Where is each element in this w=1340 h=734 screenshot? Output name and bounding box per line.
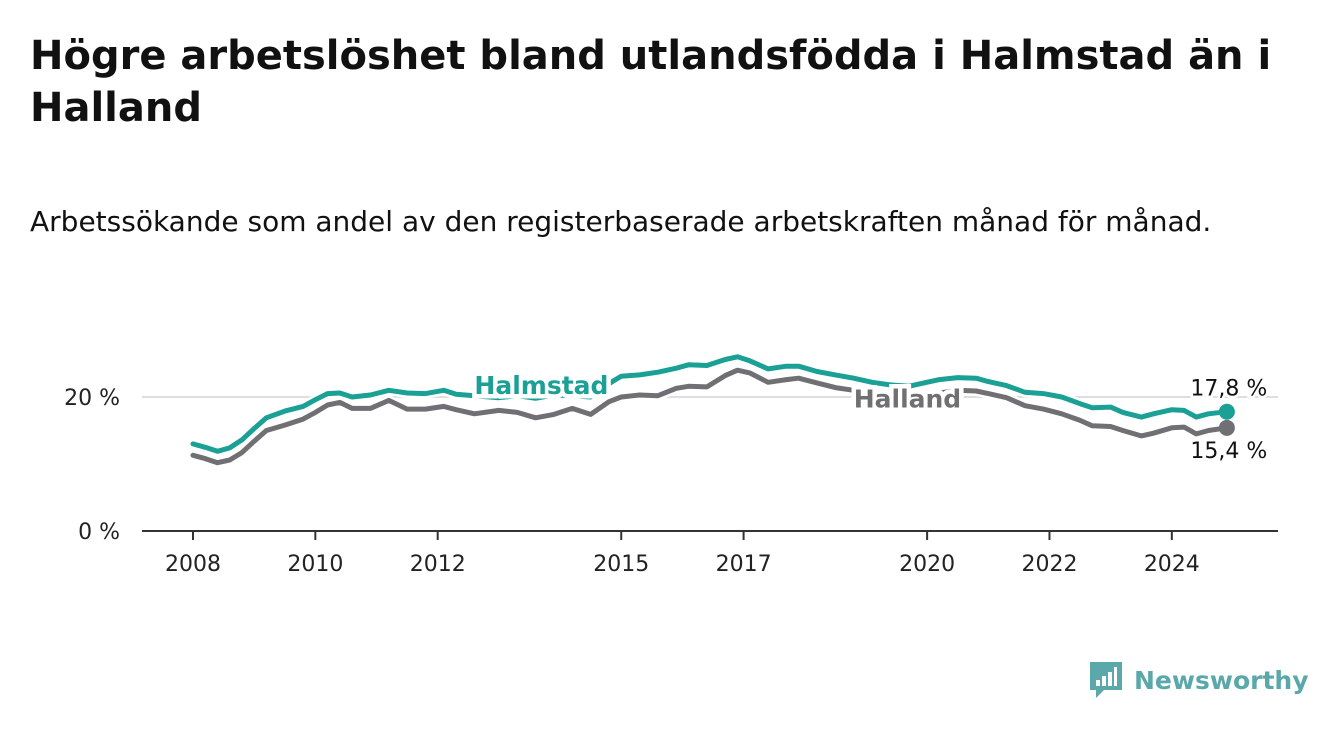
y-tick-label: 0 %	[78, 520, 120, 545]
x-tick-label: 2010	[287, 552, 343, 577]
x-tick-label: 2020	[899, 552, 955, 577]
x-tick-label: 2008	[165, 552, 221, 577]
newsworthy-brand[interactable]: Newsworthy	[1088, 660, 1309, 700]
series-name-label: Halmstad	[474, 371, 608, 400]
line-chart: 0 % 20 % 2008 2010 2012 2015 2017 2020 2022 2024 1…	[64, 351, 1278, 577]
bar-chart-logo-icon	[1090, 662, 1122, 698]
end-value-label: 15,4 %	[1190, 439, 1267, 464]
x-tick-label: 2015	[593, 552, 649, 577]
x-tick-label: 2012	[410, 552, 466, 577]
chart-subtitle: Arbetssökande som andel av den registerb…	[30, 205, 1212, 238]
brand-name: Newsworthy	[1134, 665, 1309, 695]
x-tick-label: 2022	[1021, 552, 1077, 577]
series-name-label: Halland	[854, 384, 962, 413]
end-point-halland	[1218, 419, 1235, 436]
series-line-halland	[190, 367, 1230, 466]
series-line-halmstad	[190, 354, 1230, 454]
chart-title: Högre arbetslöshet bland utlandsfödda i …	[30, 33, 1272, 131]
y-tick-label: 20 %	[64, 386, 120, 411]
end-value-label: 17,8 %	[1190, 377, 1267, 402]
series-lines	[188, 351, 1232, 468]
x-tick-label: 2017	[716, 552, 772, 577]
end-point-halmstad	[1218, 403, 1235, 420]
x-tick-label: 2024	[1144, 552, 1200, 577]
